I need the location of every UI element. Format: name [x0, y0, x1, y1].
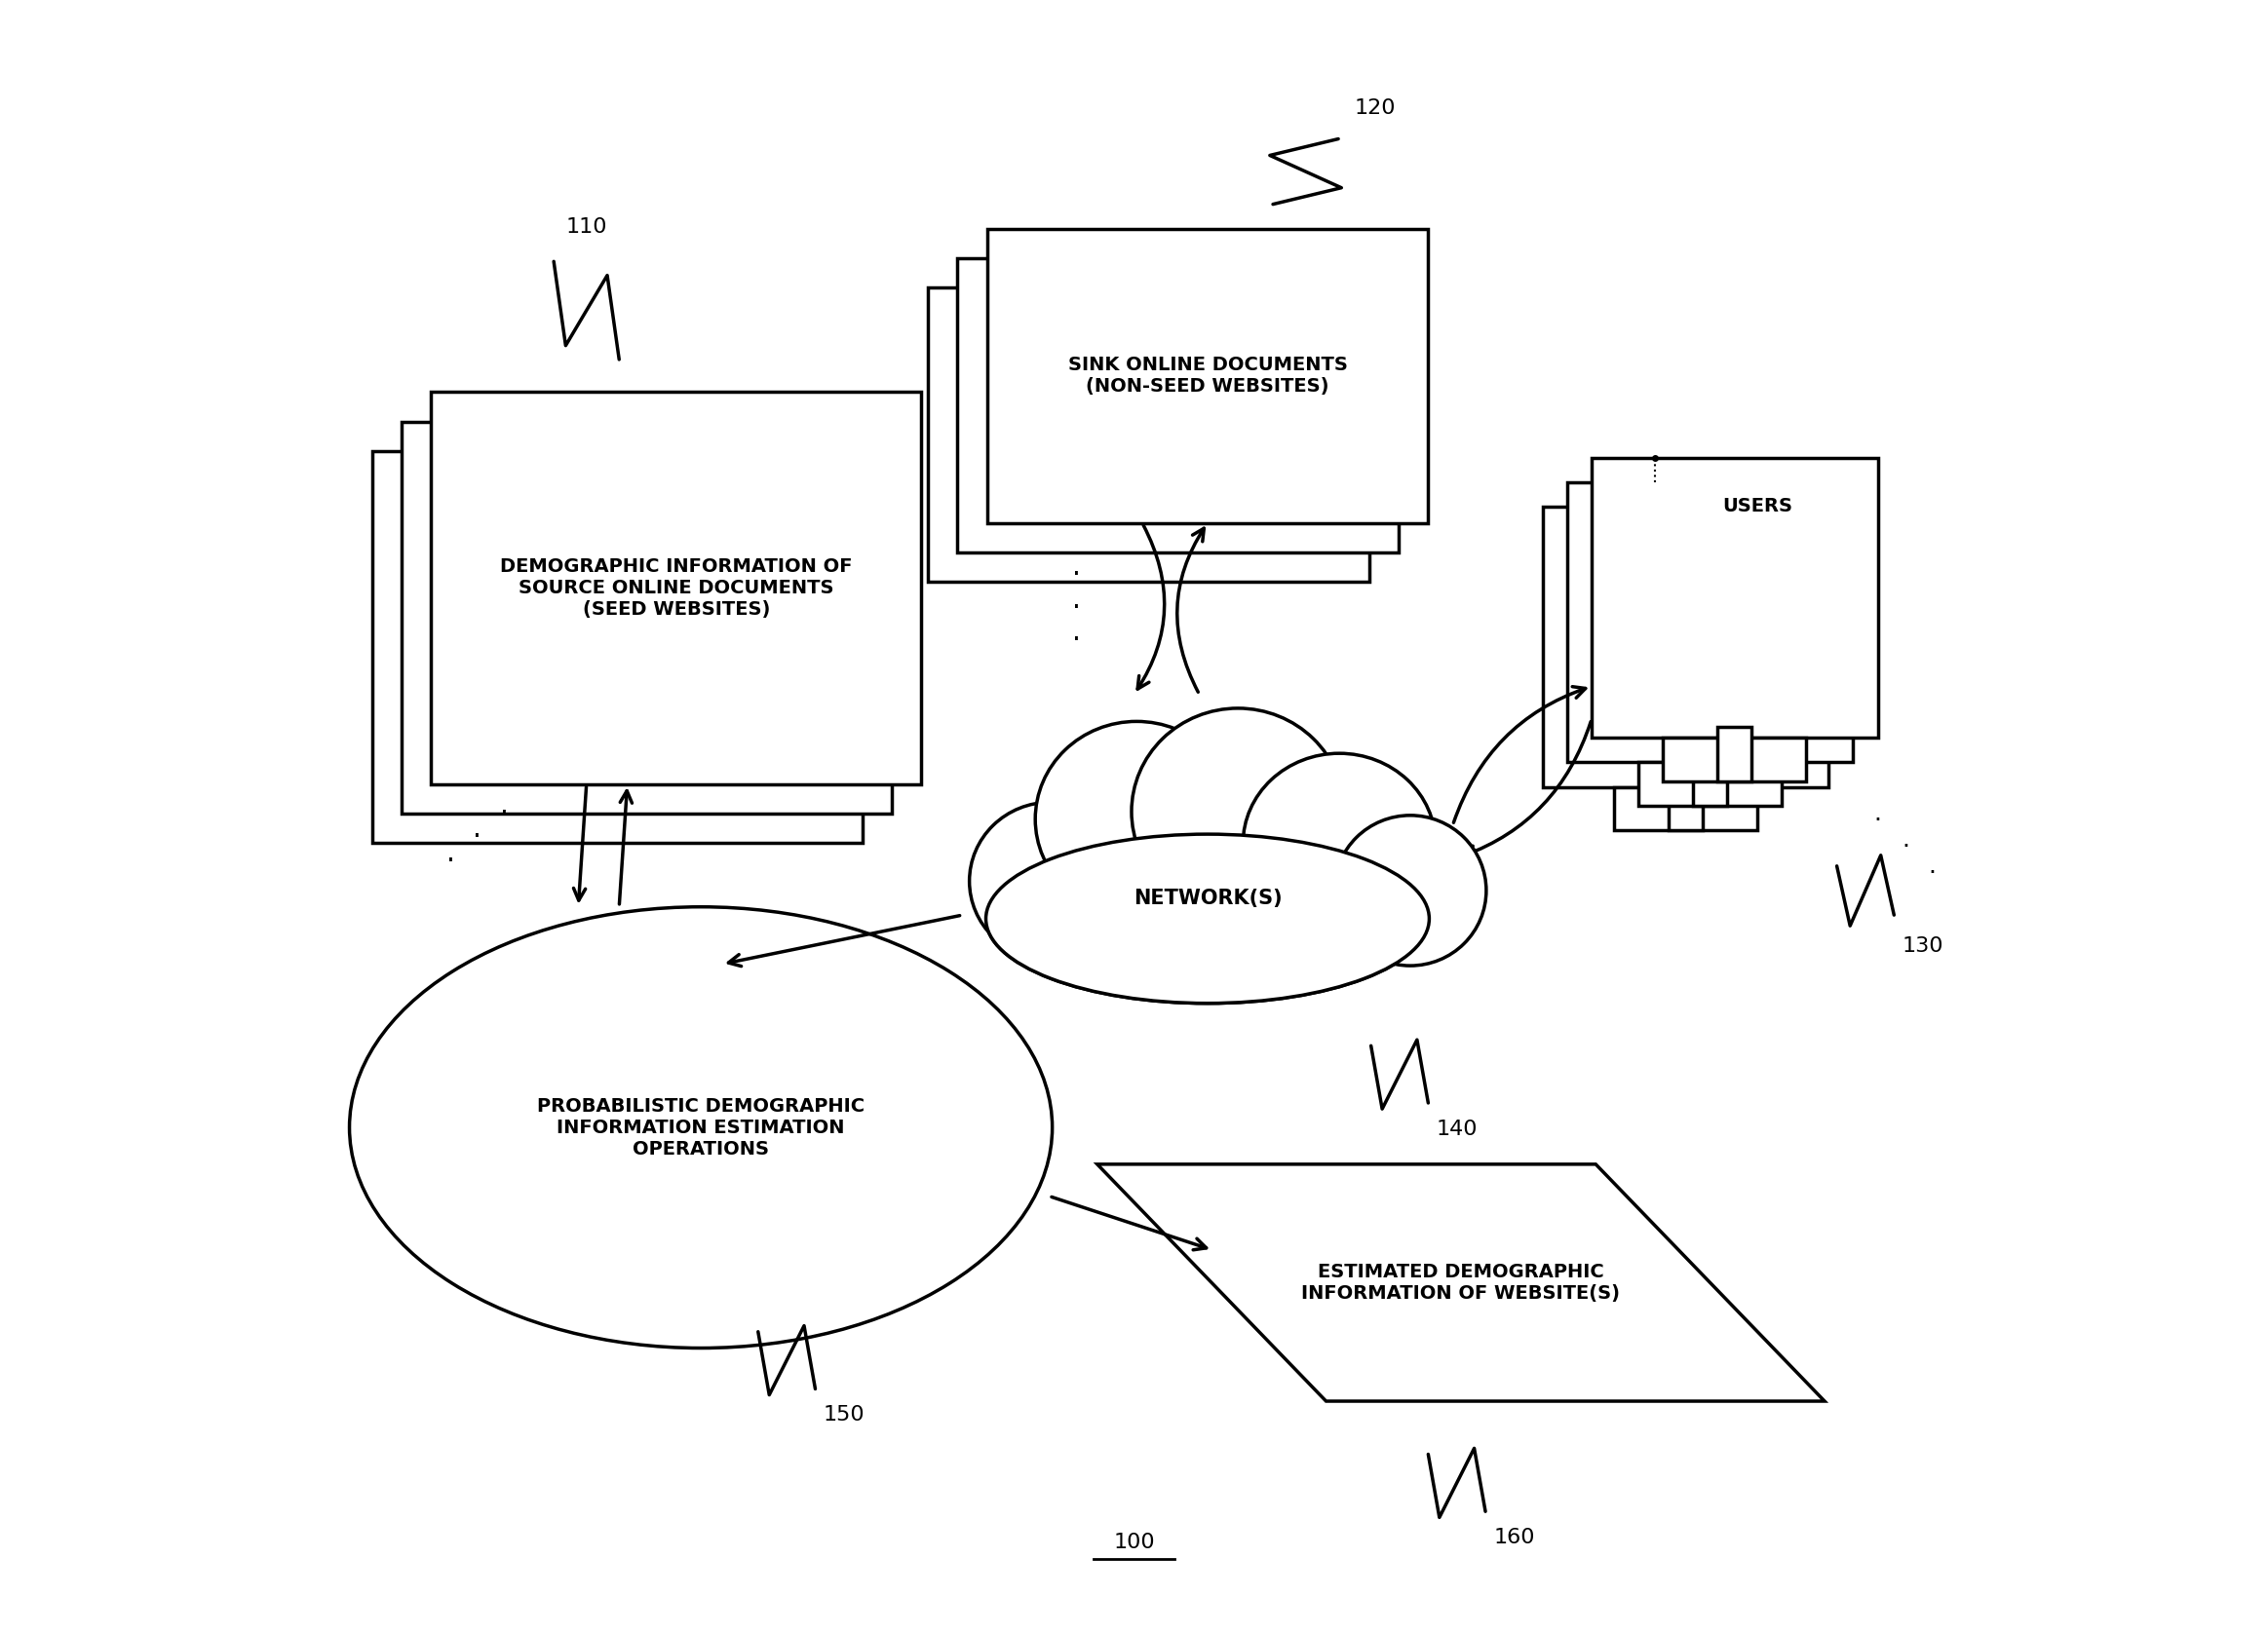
Ellipse shape	[349, 907, 1052, 1348]
Ellipse shape	[1243, 753, 1436, 933]
Text: 160: 160	[1495, 1528, 1535, 1547]
Bar	[372, 451, 862, 843]
Ellipse shape	[968, 802, 1132, 961]
Text: ESTIMATED DEMOGRAPHIC
INFORMATION OF WEBSITE(S): ESTIMATED DEMOGRAPHIC INFORMATION OF WEB…	[1302, 1263, 1619, 1302]
Text: ·: ·	[1928, 861, 1935, 884]
Text: ·: ·	[1073, 595, 1082, 621]
Bar	[1669, 776, 1703, 830]
Bar	[987, 229, 1429, 523]
Ellipse shape	[1334, 815, 1486, 966]
Bar	[1615, 788, 1758, 830]
Text: USERS: USERS	[1721, 497, 1792, 515]
Bar	[431, 392, 921, 784]
Text: 150: 150	[823, 1405, 864, 1425]
Text: ·: ·	[1901, 835, 1910, 858]
Text: ·: ·	[472, 824, 481, 850]
Bar	[401, 422, 891, 814]
Text: 110: 110	[565, 217, 608, 237]
Text: ·: ·	[501, 801, 508, 827]
Text: ·: ·	[1073, 627, 1082, 654]
Bar	[1717, 727, 1751, 781]
Ellipse shape	[1132, 708, 1345, 915]
Bar	[1640, 763, 1783, 806]
Text: ·: ·	[1873, 809, 1882, 832]
Polygon shape	[1098, 1163, 1823, 1400]
Ellipse shape	[1034, 721, 1238, 917]
Text: 130: 130	[1903, 936, 1944, 956]
Text: ·: ·	[447, 848, 456, 874]
Text: 100: 100	[1114, 1533, 1154, 1552]
Bar	[1567, 482, 1853, 763]
Text: 120: 120	[1354, 98, 1397, 118]
Text: ·: ·	[1073, 562, 1082, 588]
Bar	[1662, 739, 1805, 781]
Bar	[957, 258, 1399, 552]
Text: PROBABILISTIC DEMOGRAPHIC
INFORMATION ESTIMATION
OPERATIONS: PROBABILISTIC DEMOGRAPHIC INFORMATION ES…	[538, 1096, 864, 1159]
Bar	[1692, 752, 1728, 806]
Ellipse shape	[987, 833, 1429, 1003]
Ellipse shape	[987, 833, 1429, 1003]
Bar	[1542, 507, 1828, 788]
Text: SINK ONLINE DOCUMENTS
(NON-SEED WEBSITES): SINK ONLINE DOCUMENTS (NON-SEED WEBSITES…	[1068, 356, 1347, 395]
Text: 140: 140	[1436, 1119, 1479, 1139]
Text: NETWORK(S): NETWORK(S)	[1134, 889, 1281, 909]
Bar	[1592, 458, 1878, 739]
Bar	[928, 288, 1370, 582]
Text: DEMOGRAPHIC INFORMATION OF
SOURCE ONLINE DOCUMENTS
(SEED WEBSITES): DEMOGRAPHIC INFORMATION OF SOURCE ONLINE…	[501, 557, 853, 619]
